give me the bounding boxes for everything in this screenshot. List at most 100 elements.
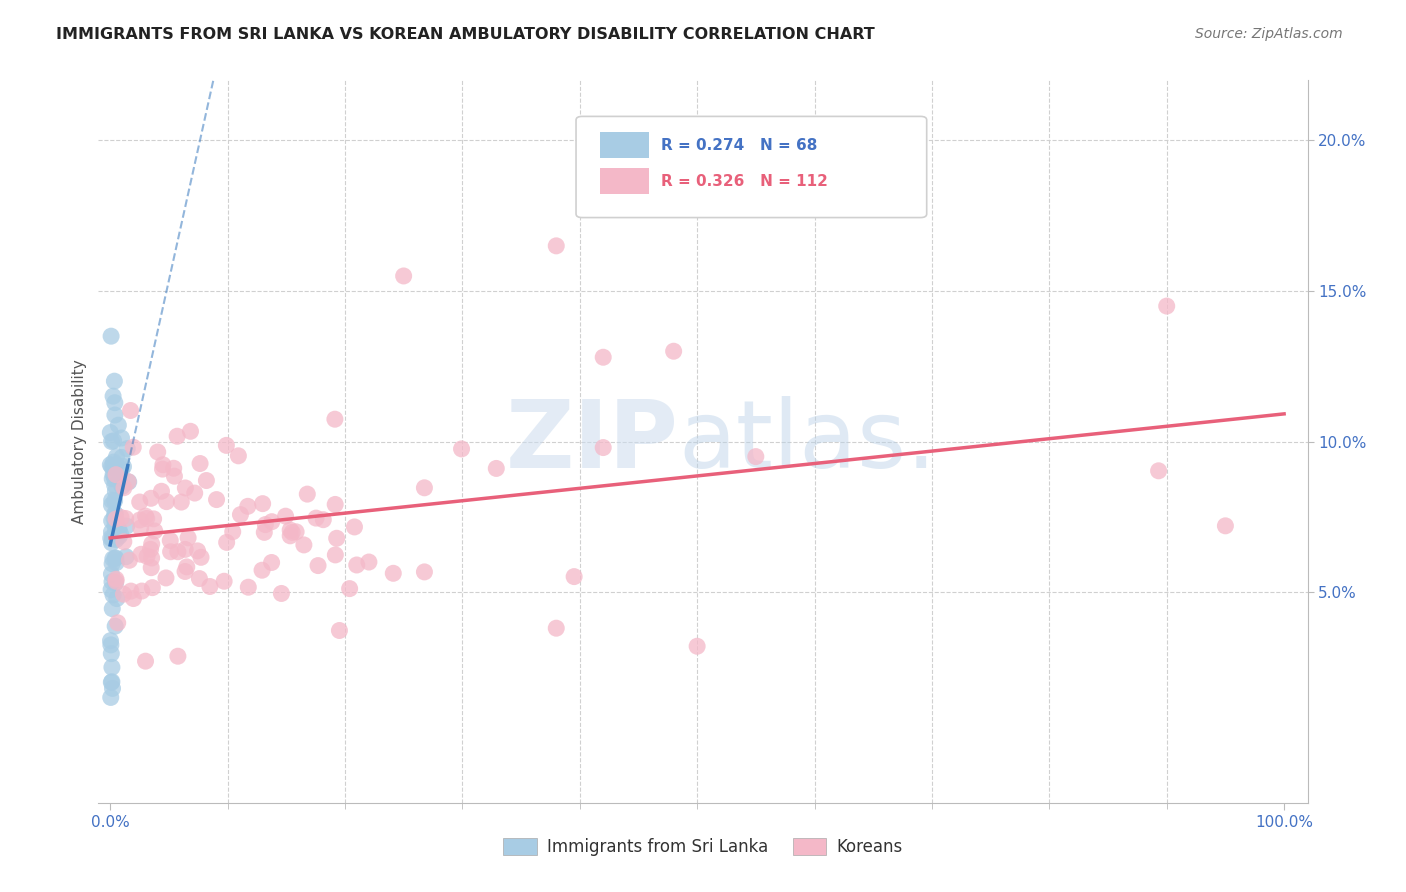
Point <box>105 533 128 547</box>
Point <box>120 584 142 599</box>
Point <box>115 442 138 456</box>
Point <box>104 395 127 409</box>
Bar <box>600 169 648 194</box>
Point <box>104 518 127 533</box>
Point <box>188 572 211 586</box>
Point <box>105 572 128 586</box>
Point <box>100 531 122 545</box>
Point <box>100 690 122 705</box>
Point <box>281 525 304 540</box>
Point <box>392 268 415 283</box>
Point <box>101 681 124 696</box>
Point <box>250 563 273 577</box>
Point <box>103 460 125 475</box>
Point <box>128 513 150 527</box>
Point <box>101 557 124 571</box>
Point <box>174 542 197 557</box>
Bar <box>600 132 648 158</box>
Point <box>112 534 135 549</box>
Point <box>212 574 235 589</box>
Point <box>103 511 125 525</box>
Point <box>159 545 181 559</box>
Text: ZIP: ZIP <box>506 395 679 488</box>
Point <box>101 532 124 546</box>
Point <box>307 558 329 573</box>
Point <box>112 587 135 601</box>
Point <box>159 533 181 548</box>
Point <box>118 553 141 567</box>
Point <box>104 523 127 537</box>
Point <box>274 509 297 524</box>
Point <box>101 674 124 689</box>
Point <box>103 471 125 485</box>
Point <box>108 529 131 543</box>
Point <box>343 520 366 534</box>
Point <box>122 440 145 454</box>
Point <box>136 549 159 564</box>
Point <box>339 582 361 596</box>
Point <box>592 441 614 455</box>
Point <box>107 418 129 433</box>
Point <box>110 526 132 541</box>
Point <box>105 450 128 464</box>
Point <box>105 556 128 570</box>
Point <box>104 408 127 422</box>
Point <box>346 558 368 572</box>
Point <box>104 551 127 566</box>
FancyBboxPatch shape <box>576 117 927 218</box>
Point <box>292 538 315 552</box>
Point <box>128 495 150 509</box>
Point <box>110 462 132 476</box>
Point <box>103 434 125 448</box>
Point <box>260 556 283 570</box>
Point <box>129 521 152 535</box>
Point <box>100 582 122 597</box>
Point <box>101 588 124 602</box>
Text: IMMIGRANTS FROM SRI LANKA VS KOREAN AMBULATORY DISABILITY CORRELATION CHART: IMMIGRANTS FROM SRI LANKA VS KOREAN AMBU… <box>56 27 875 42</box>
Point <box>312 513 335 527</box>
Point <box>163 469 186 483</box>
Point <box>108 522 131 536</box>
Point <box>215 438 238 452</box>
Point <box>141 537 163 551</box>
Point <box>228 449 250 463</box>
Point <box>236 500 259 514</box>
Point <box>141 581 163 595</box>
Point <box>112 481 135 495</box>
Point <box>305 511 328 525</box>
Point <box>100 536 122 550</box>
Point <box>115 519 138 533</box>
Point <box>101 389 124 403</box>
Point <box>229 508 252 522</box>
Point <box>163 461 186 475</box>
Point <box>103 455 125 469</box>
Point <box>110 510 132 524</box>
Point <box>195 474 218 488</box>
Point <box>100 647 122 661</box>
Point <box>190 550 212 565</box>
Point <box>107 615 129 630</box>
Point <box>323 498 346 512</box>
Point <box>105 591 128 606</box>
Legend: Immigrants from Sri Lanka, Koreans: Immigrants from Sri Lanka, Koreans <box>496 831 910 863</box>
Point <box>105 467 128 482</box>
Point <box>114 511 136 525</box>
Point <box>135 511 157 525</box>
Point <box>1215 518 1237 533</box>
Point <box>278 529 301 543</box>
Point <box>546 621 568 635</box>
Point <box>167 649 190 664</box>
Point <box>150 484 173 499</box>
Point <box>104 551 127 566</box>
Point <box>104 619 127 633</box>
Point <box>238 580 260 594</box>
Point <box>100 633 122 648</box>
Point <box>101 601 124 615</box>
Point <box>155 494 177 508</box>
Point <box>166 429 188 443</box>
Point <box>485 461 508 475</box>
Point <box>100 459 122 474</box>
Point <box>222 524 245 539</box>
Point <box>328 624 350 638</box>
Point <box>152 458 174 472</box>
